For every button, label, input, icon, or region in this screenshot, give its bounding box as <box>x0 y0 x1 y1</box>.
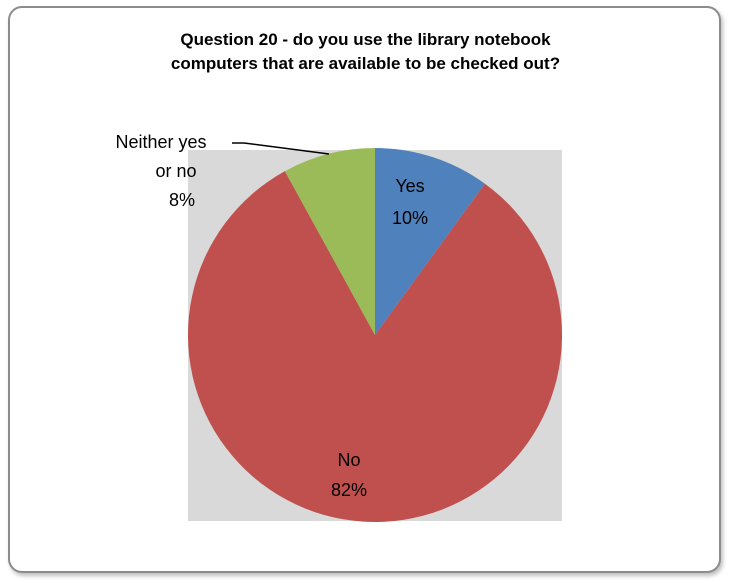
slice-label-neither-line-2: or no <box>155 161 196 181</box>
pie-slice-neither-yes-or-no <box>284 148 375 335</box>
pie-slices <box>188 148 562 522</box>
leader-line-neither <box>232 142 330 155</box>
slice-label-no: No <box>337 450 360 470</box>
pie-slice-no <box>188 171 562 522</box>
slice-pct-no: 82% <box>331 480 367 500</box>
slice-pct-yes: 10% <box>392 208 428 228</box>
slice-pct-neither: 8% <box>169 190 195 210</box>
chart-title-line-1: Question 20 - do you use the library not… <box>180 30 551 49</box>
chart-title-line-2: computers that are available to be check… <box>170 54 561 73</box>
pie-slice-yes <box>375 148 485 335</box>
slice-label-yes: Yes <box>395 176 424 196</box>
chart-title: Question 20 - do you use the library not… <box>0 28 731 76</box>
slice-label-neither-line-1: Neither yes <box>115 132 206 152</box>
